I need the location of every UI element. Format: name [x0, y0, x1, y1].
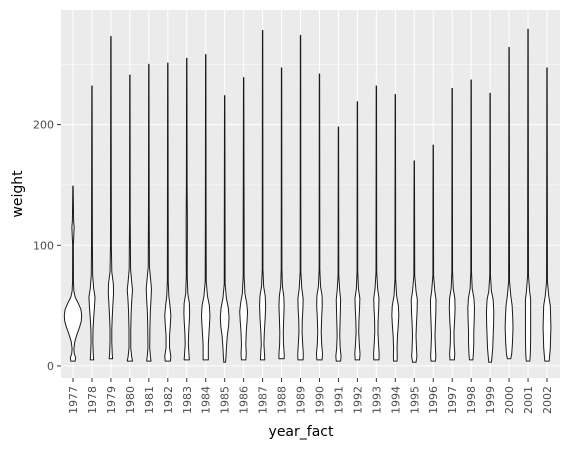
x-tick-label: 1999	[484, 386, 497, 414]
violin-2000	[504, 46, 514, 360]
x-tick-label: 2002	[541, 386, 554, 414]
x-tick-label: 1979	[105, 386, 118, 414]
x-tick-label: 1984	[200, 386, 213, 414]
x-tick-label: 1995	[408, 386, 421, 414]
violin-1999	[485, 92, 495, 363]
x-axis-title: year_fact	[269, 424, 334, 440]
x-tick-label: 1990	[313, 386, 326, 414]
violin-1977	[63, 185, 83, 362]
x-tick-label: 2000	[503, 386, 516, 414]
violin-1992	[354, 101, 361, 361]
violin-1998	[467, 79, 475, 361]
violin-1990	[315, 73, 324, 361]
x-tick-label: 1997	[446, 386, 459, 414]
x-tick-label: 1992	[351, 386, 364, 414]
x-tick-label: 1986	[238, 386, 251, 414]
y-tick-label: 200	[33, 119, 54, 132]
y-axis: 0 100 200	[33, 119, 61, 373]
violin-1995	[410, 160, 418, 363]
violin-2001	[524, 28, 532, 362]
violin-1983	[183, 57, 191, 361]
violin-1979	[107, 36, 115, 360]
violin-1991	[335, 126, 342, 362]
x-tick-label: 1994	[389, 386, 402, 414]
x-tick-label: 2001	[522, 386, 535, 414]
plot-panel	[61, 10, 560, 378]
x-tick-label: 1998	[465, 386, 478, 414]
x-tick-label: 1977	[67, 386, 80, 414]
x-tick-label: 1981	[143, 386, 156, 414]
x-tick-label: 1982	[162, 386, 175, 414]
x-tick-label: 1987	[257, 386, 270, 414]
x-tick-label: 1978	[86, 386, 99, 414]
x-tick-label: 1985	[219, 386, 232, 414]
violin-1996	[429, 144, 437, 362]
x-tick-label: 1989	[295, 386, 308, 414]
x-tick-label: 1980	[124, 386, 137, 414]
violin-1987	[259, 30, 267, 361]
violin-1989	[297, 34, 304, 361]
x-tick-label: 1993	[370, 386, 383, 414]
violin-1982	[164, 62, 172, 362]
violin-1984	[201, 54, 211, 361]
y-tick-label: 0	[47, 360, 54, 373]
violin-1997	[448, 87, 456, 361]
violin-1993	[373, 85, 380, 361]
violins	[63, 28, 552, 363]
violin-2002	[542, 67, 552, 362]
x-axis: 1977 1978 1979 1980 1981 1982 1983 1984 1985 1986…	[67, 378, 554, 414]
violin-1981	[145, 63, 152, 362]
x-tick-label: 1991	[332, 386, 345, 414]
violin-1988	[278, 67, 285, 360]
y-axis-title: weight	[10, 170, 26, 218]
violin-1985	[219, 95, 230, 363]
x-tick-label: 1996	[427, 386, 440, 414]
x-tick-label: 1983	[181, 386, 194, 414]
violin-1978	[88, 85, 96, 361]
violin-1994	[391, 93, 400, 362]
x-tick-label: 1988	[276, 386, 289, 414]
violin-1986	[239, 77, 249, 361]
y-tick-label: 100	[33, 239, 54, 252]
violin-1980	[126, 74, 133, 362]
